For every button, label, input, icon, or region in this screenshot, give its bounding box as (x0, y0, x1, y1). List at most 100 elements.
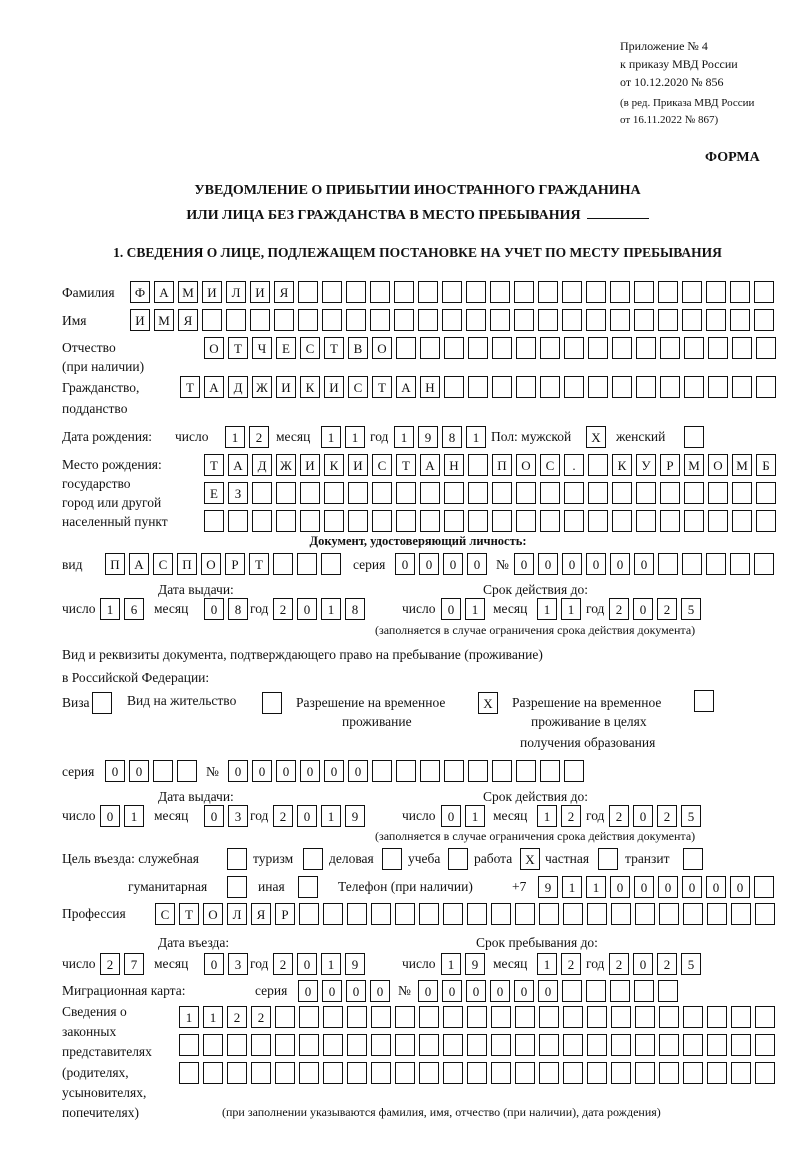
char-box (538, 281, 558, 303)
char-box (587, 903, 607, 925)
char-box (682, 281, 702, 303)
char-box (321, 553, 341, 575)
char-box: 0 (346, 980, 366, 1002)
char-box (371, 1062, 391, 1084)
char-box (683, 903, 703, 925)
char-box: И (202, 281, 222, 303)
char-box (540, 760, 560, 782)
char-box (418, 309, 438, 331)
char-box (659, 1006, 679, 1028)
char-box: 0 (633, 805, 653, 827)
char-box (563, 1062, 583, 1084)
char-box: Я (274, 281, 294, 303)
name-label: Имя (62, 313, 87, 328)
char-box (754, 309, 774, 331)
char-box (731, 1034, 751, 1056)
char-box: 5 (681, 805, 701, 827)
char-box: 0 (730, 876, 750, 898)
char-box: Т (180, 376, 200, 398)
char-box: Д (228, 376, 248, 398)
char-box: А (420, 454, 440, 476)
char-box: К (300, 376, 320, 398)
char-box: М (732, 454, 752, 476)
char-box: 2 (227, 1006, 247, 1028)
char-box (274, 309, 294, 331)
char-box: 0 (129, 760, 149, 782)
char-box (468, 454, 488, 476)
char-box (756, 510, 776, 532)
char-box (297, 553, 317, 575)
char-box (346, 309, 366, 331)
char-box: 9 (465, 953, 485, 975)
char-box: 0 (633, 598, 653, 620)
char-box: 5 (681, 953, 701, 975)
char-box (467, 1034, 487, 1056)
char-box (396, 337, 416, 359)
char-box (586, 980, 606, 1002)
char-box: А (129, 553, 149, 575)
char-box: 1 (537, 953, 557, 975)
char-box (563, 1034, 583, 1056)
char-box: А (228, 454, 248, 476)
stay-issue-day-label: число (62, 808, 96, 823)
char-box (491, 1006, 511, 1028)
char-box (634, 309, 654, 331)
char-box: П (105, 553, 125, 575)
char-box (202, 309, 222, 331)
char-box: 2 (273, 953, 293, 975)
stay-valid-day-label: число (402, 808, 436, 823)
char-box (227, 1034, 247, 1056)
char-box (754, 876, 774, 898)
char-box (588, 454, 608, 476)
char-box (419, 1006, 439, 1028)
char-box: 0 (370, 980, 390, 1002)
id-validity-note: (заполняется в случае ограничения срока … (375, 623, 696, 637)
char-box (275, 1062, 295, 1084)
char-box (418, 281, 438, 303)
char-box: 9 (418, 426, 438, 448)
char-box (442, 309, 462, 331)
char-box: 0 (322, 980, 342, 1002)
char-box: 0 (204, 598, 224, 620)
char-box (442, 281, 462, 303)
edu-permit-label3: получения образования (520, 735, 656, 750)
char-box (658, 309, 678, 331)
char-box (251, 1062, 271, 1084)
edu-permit-checkbox (694, 690, 714, 712)
char-box (636, 482, 656, 504)
phone-label: Телефон (при наличии) (338, 879, 473, 894)
char-box (636, 337, 656, 359)
char-box (635, 1062, 655, 1084)
char-box (707, 903, 727, 925)
char-box: 0 (204, 805, 224, 827)
char-box: О (372, 337, 392, 359)
char-box (564, 482, 584, 504)
purpose-transit-checkbox (683, 848, 703, 870)
char-box: 3 (228, 805, 248, 827)
char-box: Ж (252, 376, 272, 398)
char-box (228, 510, 248, 532)
char-box (707, 1034, 727, 1056)
char-box (683, 1006, 703, 1028)
purpose-other-checkbox (298, 876, 318, 898)
char-box: 2 (100, 953, 120, 975)
char-box: Т (324, 337, 344, 359)
char-box (636, 376, 656, 398)
char-box: 0 (610, 553, 630, 575)
char-box: 0 (538, 980, 558, 1002)
profession-label: Профессия (62, 906, 126, 921)
char-box (468, 482, 488, 504)
reps-label6: попечителях) (62, 1105, 139, 1120)
char-box: 2 (251, 1006, 271, 1028)
char-box (299, 1062, 319, 1084)
char-box (659, 1034, 679, 1056)
